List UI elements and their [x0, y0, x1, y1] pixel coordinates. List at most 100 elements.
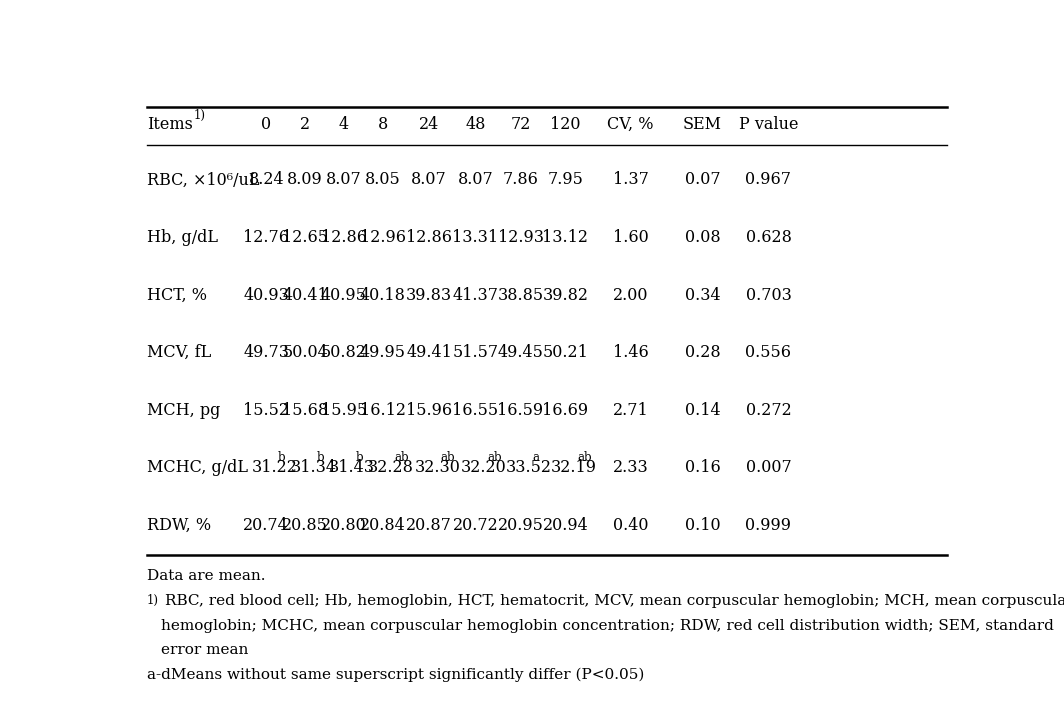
- Text: 49.73: 49.73: [244, 344, 289, 361]
- Text: 4: 4: [338, 116, 349, 133]
- Text: 0.999: 0.999: [746, 517, 792, 534]
- Text: b: b: [355, 451, 363, 464]
- Text: 2.71: 2.71: [613, 402, 648, 419]
- Text: 24: 24: [419, 116, 439, 133]
- Text: 40.18: 40.18: [360, 286, 405, 304]
- Text: 40.95: 40.95: [321, 286, 367, 304]
- Text: 20.72: 20.72: [452, 517, 498, 534]
- Text: 16.55: 16.55: [452, 402, 499, 419]
- Text: 12.86: 12.86: [321, 229, 367, 246]
- Text: 13.31: 13.31: [452, 229, 499, 246]
- Text: HCT, %: HCT, %: [147, 286, 207, 304]
- Text: 1): 1): [194, 108, 205, 122]
- Text: MCV, fL: MCV, fL: [147, 344, 211, 361]
- Text: SEM: SEM: [683, 116, 722, 133]
- Text: ab: ab: [487, 451, 502, 464]
- Text: 8.09: 8.09: [287, 172, 323, 188]
- Text: 38.85: 38.85: [498, 286, 544, 304]
- Text: 39.83: 39.83: [406, 286, 452, 304]
- Text: 0.28: 0.28: [685, 344, 720, 361]
- Text: 1): 1): [147, 594, 159, 607]
- Text: MCHC, g/dL: MCHC, g/dL: [147, 459, 248, 476]
- Text: 0.14: 0.14: [685, 402, 720, 419]
- Text: 7.86: 7.86: [502, 172, 538, 188]
- Text: 0.556: 0.556: [746, 344, 792, 361]
- Text: 40.41: 40.41: [282, 286, 328, 304]
- Text: 15.52: 15.52: [244, 402, 289, 419]
- Text: 49.95: 49.95: [360, 344, 405, 361]
- Text: 49.41: 49.41: [406, 344, 452, 361]
- Text: 50.82: 50.82: [321, 344, 367, 361]
- Text: 33.52: 33.52: [505, 459, 552, 476]
- Text: 40.93: 40.93: [244, 286, 289, 304]
- Text: 2.33: 2.33: [613, 459, 648, 476]
- Text: 39.82: 39.82: [543, 286, 588, 304]
- Text: 2.00: 2.00: [613, 286, 648, 304]
- Text: 20.95: 20.95: [498, 517, 544, 534]
- Text: 8.24: 8.24: [249, 172, 284, 188]
- Text: RBC, ×10⁶/uL: RBC, ×10⁶/uL: [147, 172, 260, 188]
- Text: 8.07: 8.07: [411, 172, 447, 188]
- Text: b: b: [317, 451, 325, 464]
- Text: 16.59: 16.59: [498, 402, 544, 419]
- Text: 12.65: 12.65: [282, 229, 328, 246]
- Text: ab: ab: [440, 451, 455, 464]
- Text: 49.45: 49.45: [498, 344, 544, 361]
- Text: 2: 2: [300, 116, 310, 133]
- Text: 15.95: 15.95: [320, 402, 367, 419]
- Text: a: a: [532, 451, 539, 464]
- Text: 32.30: 32.30: [414, 459, 461, 476]
- Text: 32.20: 32.20: [461, 459, 506, 476]
- Text: 1.37: 1.37: [613, 172, 648, 188]
- Text: 120: 120: [550, 116, 581, 133]
- Text: 8.07: 8.07: [458, 172, 494, 188]
- Text: 20.80: 20.80: [321, 517, 367, 534]
- Text: 0.34: 0.34: [685, 286, 720, 304]
- Text: CV, %: CV, %: [608, 116, 653, 133]
- Text: Data are mean.: Data are mean.: [147, 570, 265, 583]
- Text: MCH, pg: MCH, pg: [147, 402, 220, 419]
- Text: a-dMeans without same superscript significantly differ (P<0.05): a-dMeans without same superscript signif…: [147, 668, 645, 682]
- Text: 13.12: 13.12: [543, 229, 588, 246]
- Text: 0.08: 0.08: [685, 229, 720, 246]
- Text: 0.628: 0.628: [746, 229, 792, 246]
- Text: 12.86: 12.86: [406, 229, 452, 246]
- Text: ab: ab: [577, 451, 592, 464]
- Text: 0.16: 0.16: [685, 459, 720, 476]
- Text: 50.21: 50.21: [543, 344, 588, 361]
- Text: P value: P value: [738, 116, 798, 133]
- Text: 20.84: 20.84: [360, 517, 405, 534]
- Text: 0.272: 0.272: [746, 402, 792, 419]
- Text: Hb, g/dL: Hb, g/dL: [147, 229, 218, 246]
- Text: 50.04: 50.04: [282, 344, 328, 361]
- Text: 1.46: 1.46: [613, 344, 648, 361]
- Text: 12.93: 12.93: [498, 229, 544, 246]
- Text: 8.07: 8.07: [326, 172, 362, 188]
- Text: 8.05: 8.05: [365, 172, 400, 188]
- Text: 0.10: 0.10: [685, 517, 720, 534]
- Text: 0.40: 0.40: [613, 517, 648, 534]
- Text: 0.967: 0.967: [746, 172, 792, 188]
- Text: 48: 48: [465, 116, 486, 133]
- Text: 20.74: 20.74: [244, 517, 289, 534]
- Text: 16.69: 16.69: [543, 402, 588, 419]
- Text: 7.95: 7.95: [548, 172, 583, 188]
- Text: 15.68: 15.68: [282, 402, 328, 419]
- Text: 32.19: 32.19: [551, 459, 597, 476]
- Text: 8: 8: [378, 116, 387, 133]
- Text: b: b: [278, 451, 285, 464]
- Text: 12.76: 12.76: [244, 229, 289, 246]
- Text: Items: Items: [147, 116, 193, 133]
- Text: 41.37: 41.37: [452, 286, 499, 304]
- Text: 12.96: 12.96: [360, 229, 405, 246]
- Text: 31.34: 31.34: [290, 459, 336, 476]
- Text: 1.60: 1.60: [613, 229, 648, 246]
- Text: hemoglobin; MCHC, mean corpuscular hemoglobin concentration; RDW, red cell distr: hemoglobin; MCHC, mean corpuscular hemog…: [161, 619, 1053, 632]
- Text: 20.94: 20.94: [543, 517, 588, 534]
- Text: 16.12: 16.12: [360, 402, 405, 419]
- Text: 32.28: 32.28: [368, 459, 414, 476]
- Text: 20.85: 20.85: [282, 517, 328, 534]
- Text: 72: 72: [511, 116, 531, 133]
- Text: 0.007: 0.007: [746, 459, 792, 476]
- Text: 0.703: 0.703: [746, 286, 792, 304]
